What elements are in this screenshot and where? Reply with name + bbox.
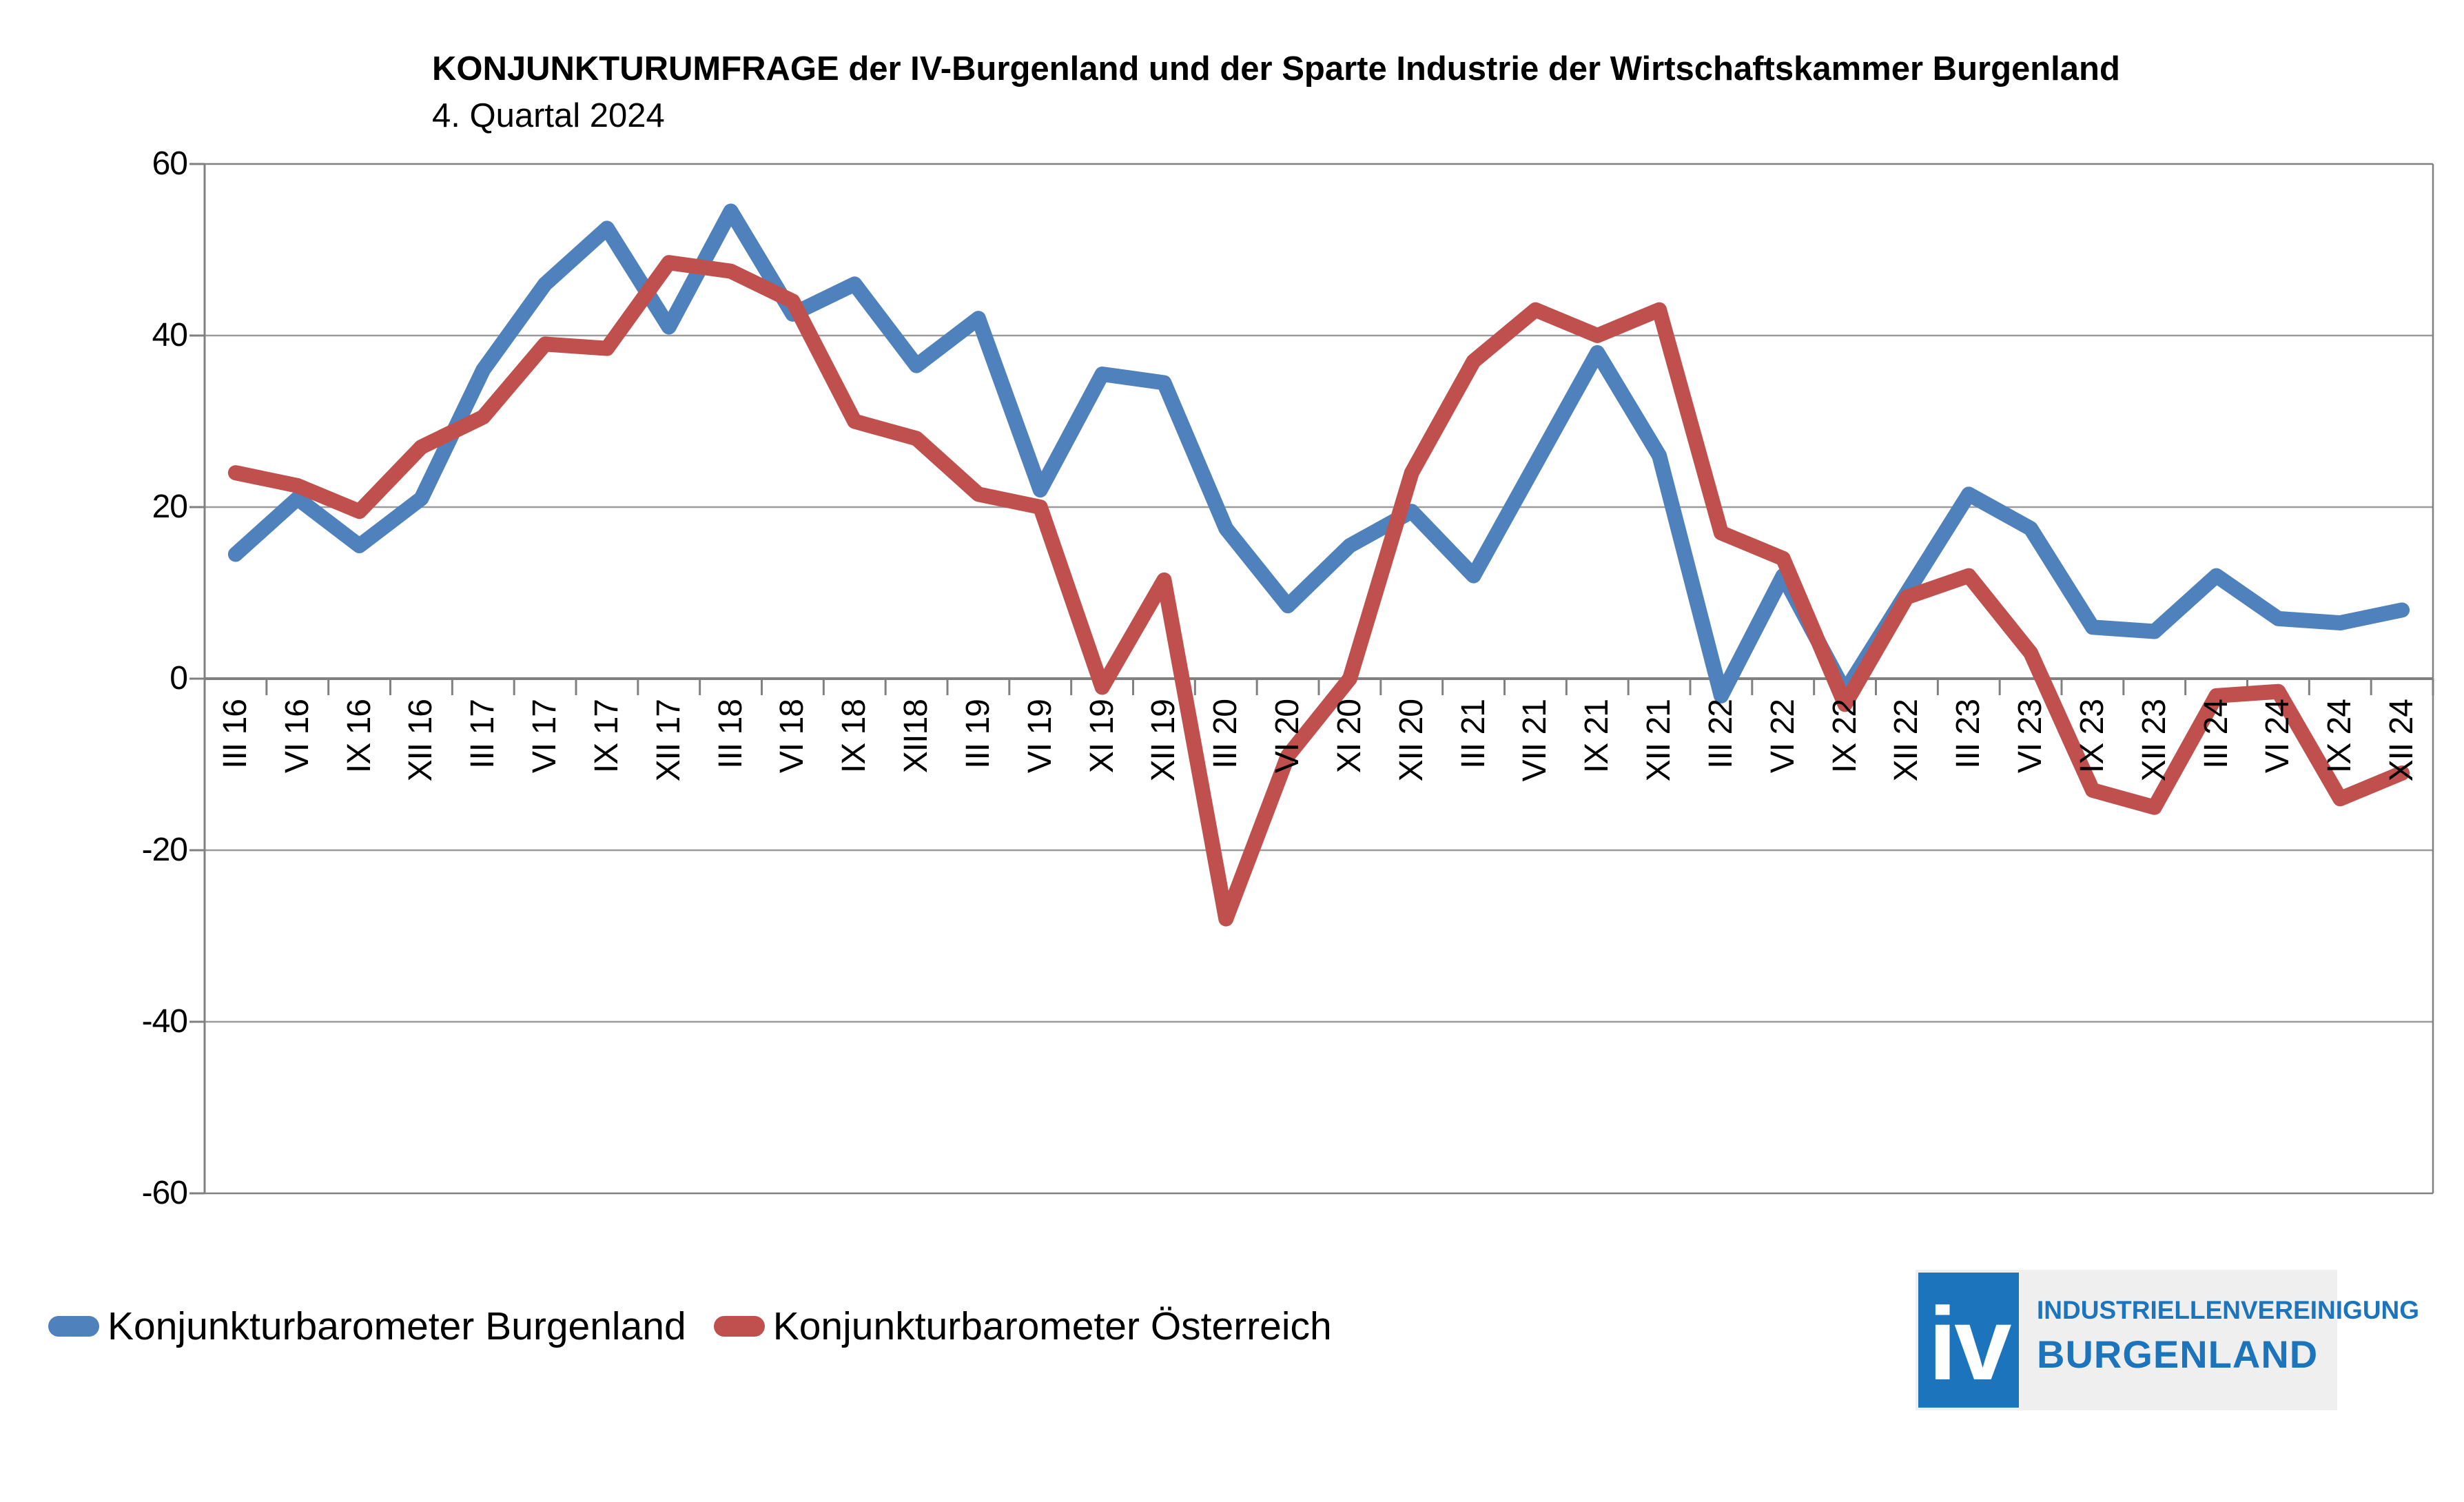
chart-title: KONJUNKTURUMFRAGE der IV-Burgenland und … [432,50,2120,88]
x-axis-label: XII 24 [2383,699,2421,782]
legend-label-burgenland: Konjunkturbarometer Burgenland [107,1304,686,1348]
x-axis-label: XII18 [898,699,935,774]
legend-swatch-oesterreich [713,1316,765,1337]
x-axis-label: VI 18 [774,699,811,774]
iv-burgenland-logo: iv INDUSTRIELLENVEREINIGUNG BURGENLAND [1916,1270,2419,1410]
legend-item-oesterreich: Konjunkturbarometer Österreich [713,1304,1332,1349]
x-axis-label: III 16 [216,699,254,769]
x-axis-label: XII 21 [1641,699,1678,782]
chart-legend: Konjunkturbarometer Burgenland Konjunktu… [48,1299,1332,1354]
logo-text: INDUSTRIELLENVEREINIGUNG BURGENLAND [2019,1270,2419,1410]
x-axis-label: III 20 [1207,699,1244,769]
legend-swatch-burgenland [48,1316,99,1337]
x-axis-label: III 18 [712,699,749,769]
line-burgenland [227,203,2410,703]
legend-label-oesterreich: Konjunkturbarometer Österreich [772,1304,1332,1348]
x-axis-label: VI 17 [526,699,564,774]
chart-subtitle: 4. Quartal 2024 [432,97,665,134]
x-axis-label: VI 16 [278,699,316,774]
logo-org-name: INDUSTRIELLENVEREINIGUNG [2037,1296,2420,1324]
x-axis-label: VI 23 [2012,699,2049,774]
x-axis-label: IX 18 [836,699,873,774]
x-axis-label: XI 19 [1083,699,1120,774]
x-axis-label: VI 20 [1269,699,1306,774]
x-axis-label: IX 16 [340,699,378,774]
x-axis-label: IX 24 [2321,699,2359,774]
y-axis-label: 40 [152,317,188,353]
y-axis-label: -20 [141,832,188,868]
x-axis-label: III 19 [959,699,996,769]
iv-logo-monogram: iv [1928,1286,2011,1401]
x-axis-label: VII 21 [1517,699,1554,782]
x-axis-label: XII 23 [2135,699,2173,782]
x-axis-label: VI 19 [1021,699,1058,774]
x-axis-label: XII 16 [402,699,440,782]
x-axis-label: XII 19 [1145,699,1182,782]
x-axis-label: III 22 [1702,699,1739,769]
legend-item-burgenland: Konjunkturbarometer Burgenland [48,1304,686,1349]
x-axis-label: III 21 [1455,699,1492,769]
y-axis-label: 20 [152,488,188,525]
x-axis-label: XI 20 [1331,699,1368,774]
x-axis-label: VI 24 [2259,699,2297,774]
y-axis-label: -60 [141,1175,188,1211]
x-axis-label: III 17 [464,699,502,769]
line-oesterreich [227,255,2410,927]
x-axis-label: IX 22 [1826,699,1863,774]
x-axis-label: III 24 [2197,699,2235,769]
x-axis-label: VI 22 [1764,699,1801,774]
y-axis-label: -40 [141,1003,188,1040]
logo-region-name: BURGENLAND [2037,1333,2319,1376]
x-axis-label: III 23 [1950,699,1987,769]
x-axis-label: XII 22 [1888,699,1925,782]
x-axis-label: IX 21 [1579,699,1616,774]
y-axis-label: 60 [152,145,188,182]
x-axis-label: XII 17 [650,699,687,782]
x-axis-label: XII 20 [1393,699,1430,782]
x-axis-label: IX 17 [588,699,625,774]
x-axis-label: IX 23 [2073,699,2111,774]
y-axis-label: 0 [170,660,188,697]
iv-logo-icon: iv [1918,1273,2019,1408]
